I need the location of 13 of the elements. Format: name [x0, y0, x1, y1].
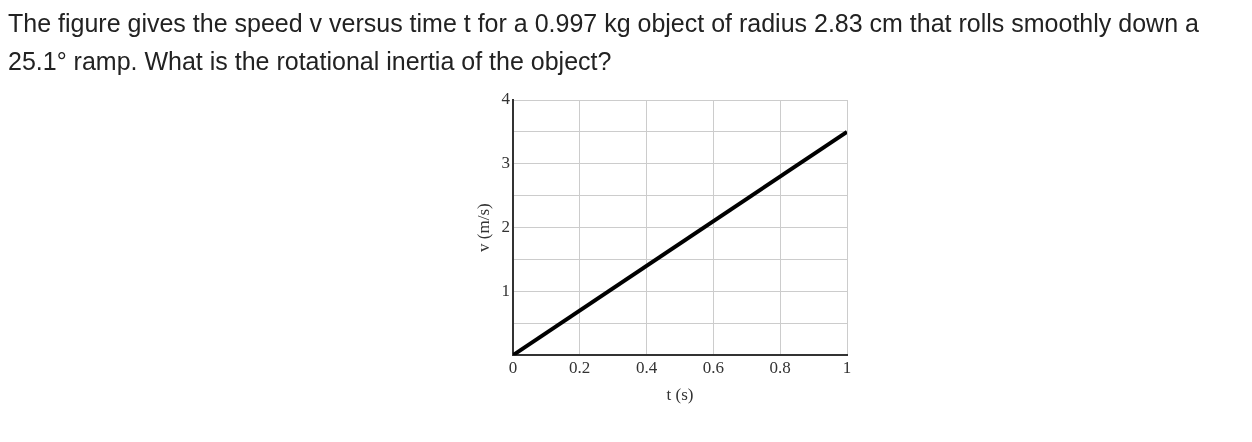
x-axis-title: t (s): [666, 385, 694, 405]
y-tick-label: 4: [501, 89, 511, 109]
y-tick-label: 3: [501, 153, 510, 173]
y-tick-label: 1: [501, 280, 510, 300]
x-tick-label: 0.2: [569, 357, 591, 377]
chart-title: The figure gives the speed v versus time t for a 0.997 kg object of radius 2.83 cm that rolls smoothly down a 25.1° ramp. What is the rotational inertia of the object?: [7, 8, 1200, 77]
x-tick-label: 0: [508, 357, 518, 377]
x-tick-label: 0.6: [702, 357, 724, 377]
y-axis-title: v (m/s): [473, 203, 493, 252]
x-tick-label: 0.8: [769, 357, 791, 377]
x-tick-label: 1: [842, 357, 852, 377]
y-tick-label: 2: [501, 217, 510, 237]
x-tick-label: 0.4: [635, 357, 658, 377]
